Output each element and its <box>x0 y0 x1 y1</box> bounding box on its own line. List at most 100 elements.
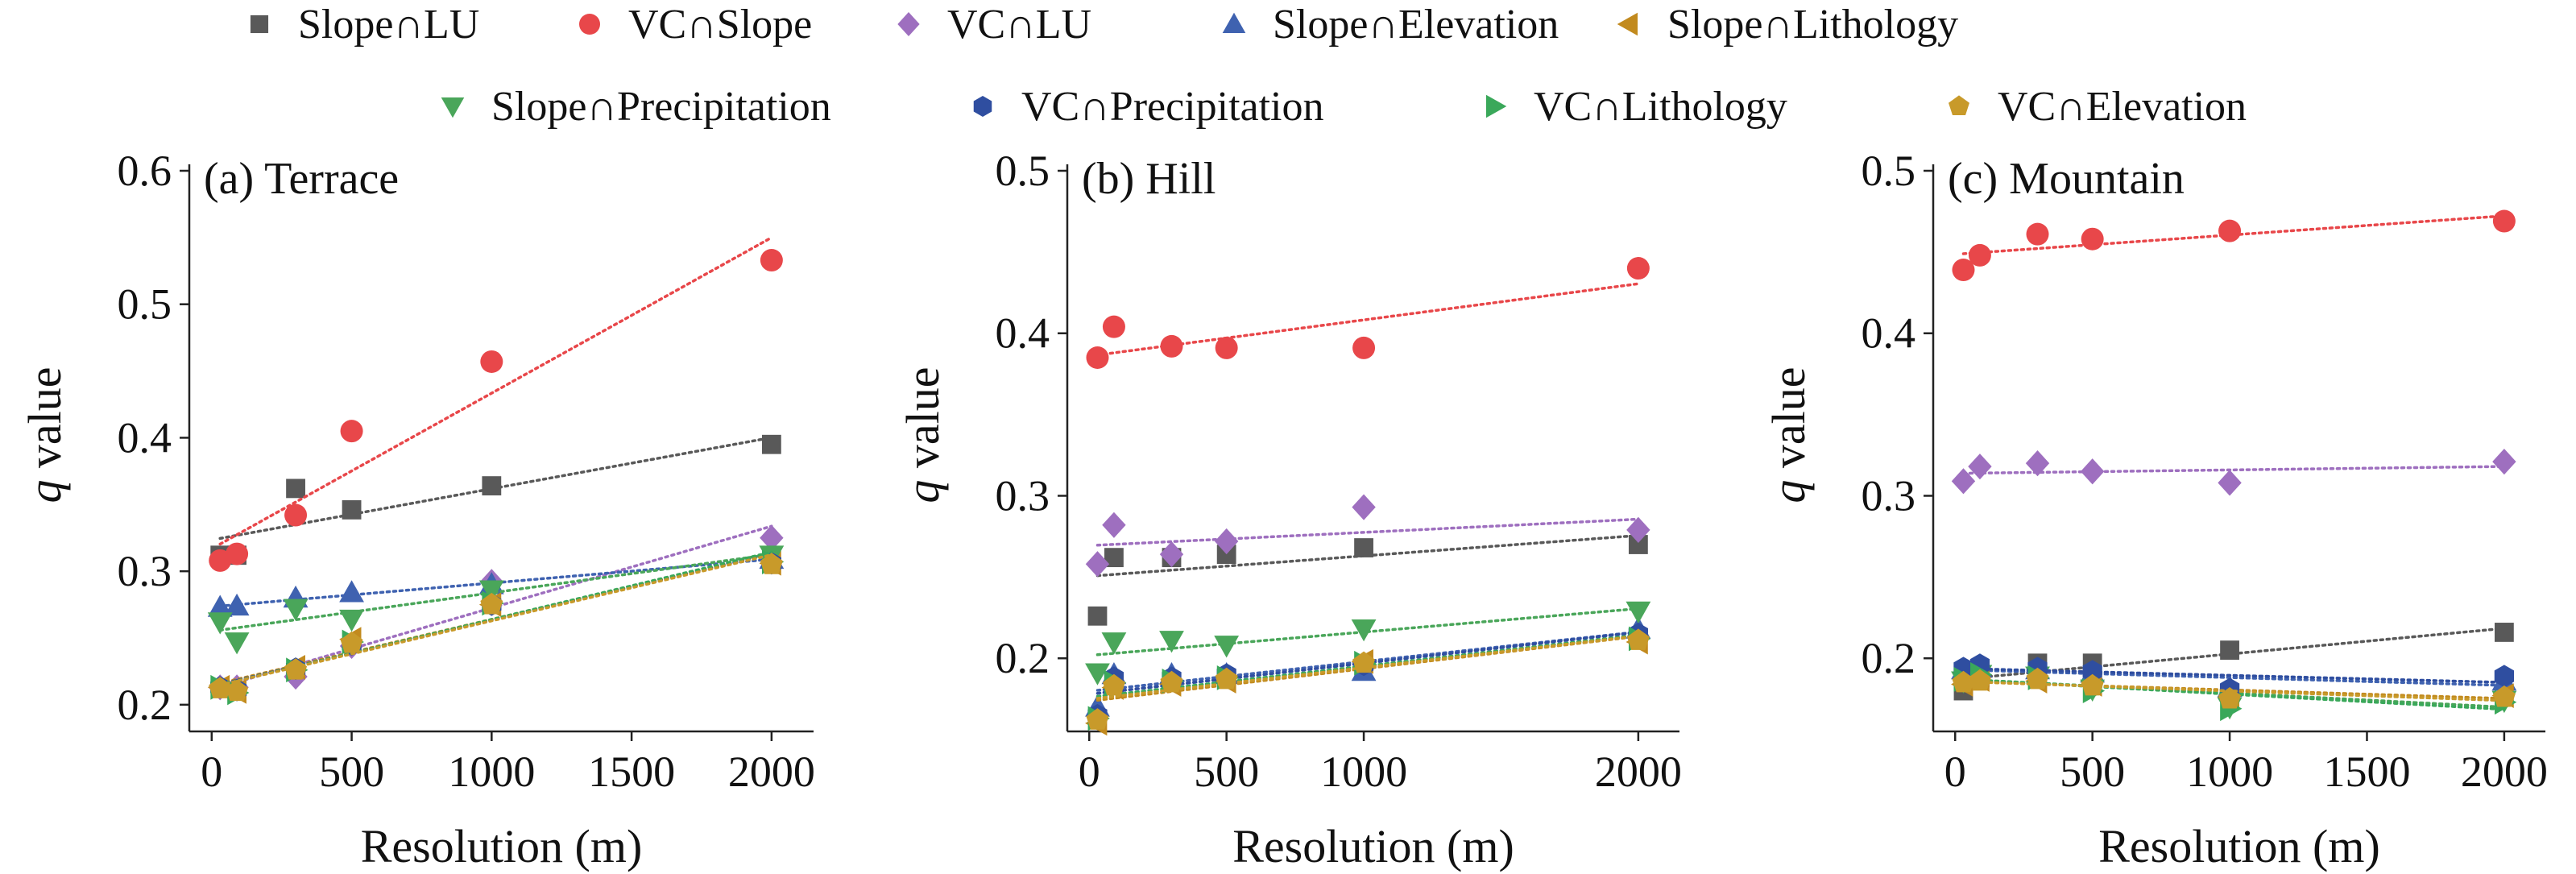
legend-label: VC∩Precipitation <box>1021 83 1324 130</box>
point-vc-lu <box>1102 512 1126 538</box>
chart-panel-1: 0.2 0.3 0.4 0.5 0.6 0 500 1000 1500 2000 (a) Terra… <box>19 147 815 872</box>
point-vc-elevation <box>226 679 249 702</box>
series-slope-lu <box>210 434 781 565</box>
legend-label: VC∩Lithology <box>1534 83 1787 130</box>
legend-label: Slope∩Lithology <box>1667 1 1959 48</box>
point-vc-elevation <box>1160 670 1183 693</box>
legend-marker-vc-precipitation <box>973 96 992 117</box>
x-axis-label: Resolution (m) <box>361 820 643 872</box>
legend-item-slope-lithology: Slope∩Lithology <box>1611 0 1958 48</box>
x-tick-label: 1000 <box>448 748 535 796</box>
x-tick-label: 1500 <box>588 748 675 796</box>
point-vc-elevation <box>1626 628 1650 650</box>
point-vc-slope <box>2218 219 2242 242</box>
point-vc-slope <box>226 542 249 565</box>
point-vc-elevation <box>340 631 363 653</box>
y-tick-label: 0.2 <box>996 634 1050 682</box>
legend-marker-slope-elevation <box>1222 12 1246 34</box>
x-tick-label: 1500 <box>2323 748 2410 796</box>
point-slope-lu <box>2494 623 2514 642</box>
legend-marker-vc-lu <box>897 12 920 36</box>
legend-marker-vc-lithology <box>1485 94 1507 118</box>
trendline-vc-slope <box>218 236 773 546</box>
point-slope-lu <box>1628 535 1648 554</box>
y-tick-label: 0.4 <box>118 413 172 462</box>
point-slope-lu <box>342 500 362 520</box>
point-vc-slope <box>284 503 308 527</box>
trendline-vc-slope <box>1095 282 1640 357</box>
point-slope-lu <box>1354 538 1373 557</box>
series-vc-slope <box>1086 257 1650 369</box>
legend-item-slope-elevation: Slope∩Elevation <box>1216 0 1559 48</box>
diamond-marker-icon <box>897 12 920 36</box>
legend-label: VC∩Elevation <box>1998 83 2247 130</box>
chart-panel-2: 0.2 0.3 0.4 0.5 0 500 1000 2000 (b) Hill Resoluti… <box>897 147 1682 872</box>
y-tick-label: 0.5 <box>996 147 1050 195</box>
triangle-down-marker-icon <box>441 97 465 118</box>
legend-label: Slope∩Precipitation <box>491 83 831 130</box>
series-slope-precipitation <box>207 545 785 655</box>
point-vc-elevation <box>1102 673 1125 696</box>
triangle-left-marker-icon <box>1617 12 1638 36</box>
y-tick-label: 0.3 <box>996 471 1050 520</box>
point-slope-precipitation <box>478 580 504 603</box>
point-vc-slope <box>1968 243 1991 267</box>
point-vc-slope <box>1215 336 1238 359</box>
y-tick-label: 0.3 <box>1862 471 1916 520</box>
series-vc-elevation <box>209 553 783 702</box>
y-tick-label: 0.4 <box>996 309 1050 358</box>
point-slope-precipitation <box>1351 619 1377 642</box>
x-tick-label: 1000 <box>2186 748 2273 796</box>
point-vc-elevation <box>760 553 783 574</box>
point-vc-elevation <box>1352 651 1376 673</box>
y-axis-label: q value <box>897 367 949 503</box>
y-axis-label: q value <box>19 367 71 503</box>
legend-item-vc-lu: VC∩LU <box>891 0 1091 48</box>
point-vc-lu <box>1214 528 1239 555</box>
point-vc-slope <box>2026 222 2049 246</box>
trendline-vc-precipitation <box>1961 667 2506 684</box>
chart-panel-3: 0.2 0.3 0.4 0.5 0 500 1000 1500 2000 (c) Mountain… <box>1762 147 2548 872</box>
point-vc-precipitation <box>2494 665 2514 688</box>
legend-label: VC∩Slope <box>628 1 813 48</box>
y-tick-label: 0.4 <box>1862 309 1916 358</box>
point-slope-lu <box>482 476 502 495</box>
point-vc-elevation <box>2492 685 2516 707</box>
point-vc-lu <box>1626 516 1650 543</box>
y-tick-label: 0.2 <box>118 681 172 729</box>
legend-label: VC∩LU <box>947 1 1092 48</box>
point-vc-slope <box>480 350 503 373</box>
x-tick-label: 0 <box>201 748 222 796</box>
trendline-vc-elevation <box>218 553 773 687</box>
panel-title: (a) Terrace <box>204 154 399 204</box>
x-tick-label: 2000 <box>2461 748 2548 796</box>
legend-item-vc-lithology: VC∩Lithology <box>1477 82 1787 130</box>
point-vc-lu <box>1968 454 1992 480</box>
point-vc-elevation <box>2081 673 2104 696</box>
triangle-right-marker-icon <box>1485 94 1507 118</box>
point-vc-slope <box>1160 334 1183 358</box>
legend-marker-vc-elevation <box>1949 95 1969 116</box>
y-tick-label: 0.6 <box>118 147 172 195</box>
point-vc-slope <box>1952 259 1975 282</box>
y-tick-label: 0.5 <box>118 280 172 329</box>
point-slope-lu <box>286 478 305 499</box>
trendline-vc-lu <box>1961 465 2506 475</box>
point-vc-slope <box>1626 257 1650 280</box>
trendline-slope-elevation <box>1961 668 2506 687</box>
x-tick-label: 500 <box>1194 748 1259 796</box>
legend-marker-slope-lithology <box>1617 12 1638 36</box>
point-vc-elevation <box>1952 670 1975 693</box>
trendline-vc-lu <box>1095 517 1640 547</box>
legend-item-vc-slope: VC∩Slope <box>572 0 812 48</box>
legend-item-slope-lu: Slope∩LU <box>242 0 479 48</box>
point-vc-lu <box>1951 468 1976 495</box>
legend-item-slope-precipitation: Slope∩Precipitation <box>435 82 831 130</box>
point-slope-precipitation <box>1214 636 1240 658</box>
x-tick-label: 500 <box>2060 748 2125 796</box>
y-tick-label: 0.2 <box>1862 634 1916 682</box>
x-axis-label: Resolution (m) <box>1232 820 1514 872</box>
point-vc-slope <box>2081 227 2104 251</box>
legend-marker-slope-precipitation <box>441 97 465 118</box>
